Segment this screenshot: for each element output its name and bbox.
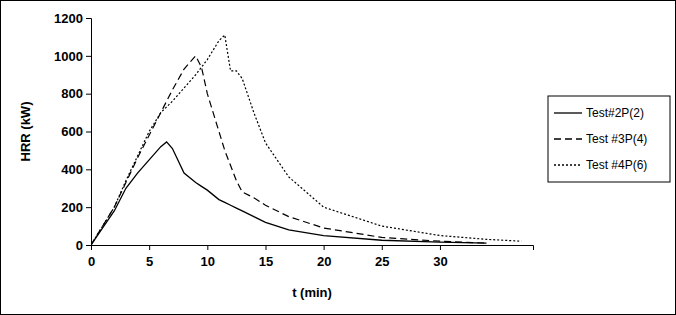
x-tick-mark — [207, 245, 208, 250]
y-tick: 200 — [61, 200, 91, 215]
y-tick: 400 — [61, 162, 91, 177]
x-tick: 5 — [146, 245, 153, 269]
y-tick-label: 0 — [76, 238, 83, 253]
y-axis-line — [86, 19, 92, 246]
legend-label: Test #3P(4) — [586, 132, 647, 146]
x-tick-mark — [265, 245, 266, 250]
y-tick-mark — [86, 132, 91, 133]
y-tick: 800 — [61, 86, 91, 101]
x-axis-title: t (min) — [292, 285, 332, 300]
y-tick-mark — [86, 169, 91, 170]
x-tick: 30 — [433, 245, 447, 269]
y-tick: 1200 — [54, 11, 91, 26]
legend-swatch — [554, 138, 582, 139]
x-tick: 25 — [375, 245, 389, 269]
x-tick-mark — [149, 245, 150, 250]
x-tick-label: 25 — [375, 254, 389, 269]
x-tick-mark — [382, 245, 383, 250]
chart: 0 5 10 15 20 25 30 0 200 400 600 800 1000 1200 t (min)… — [0, 0, 676, 315]
y-tick-label: 200 — [61, 200, 83, 215]
y-tick: 1000 — [54, 48, 91, 63]
series-line — [91, 56, 486, 245]
series-line — [91, 35, 521, 245]
plot-lines — [91, 35, 521, 245]
y-tick-mark — [86, 245, 91, 246]
legend-label: Test#2P(2) — [586, 106, 644, 120]
y-tick: 600 — [61, 124, 91, 139]
legend-box — [548, 96, 670, 182]
legend: Test#2P(2) Test #3P(4) Test #4P(6) — [548, 96, 670, 182]
y-tick-label: 1000 — [54, 48, 83, 63]
y-tick-label: 600 — [61, 124, 83, 139]
legend-swatch — [554, 112, 582, 113]
y-tick-mark — [86, 56, 91, 57]
y-axis-title: HRR (kW) — [18, 102, 33, 162]
x-axis: 0 5 10 15 20 25 30 — [88, 245, 534, 269]
series-line — [91, 142, 486, 245]
x-tick-label: 0 — [88, 254, 95, 269]
x-tick-label: 20 — [317, 254, 331, 269]
legend-swatch — [554, 164, 582, 165]
y-tick-label: 1200 — [54, 11, 83, 26]
x-tick-label: 15 — [259, 254, 273, 269]
x-axis-line — [92, 246, 534, 251]
y-tick-label: 800 — [61, 86, 83, 101]
x-tick-label: 5 — [146, 254, 153, 269]
x-tick-mark — [440, 245, 441, 250]
y-tick-label: 400 — [61, 162, 83, 177]
y-axis: 0 200 400 600 800 1000 1200 — [54, 11, 91, 253]
x-tick: 10 — [201, 245, 215, 269]
x-tick-mark — [324, 245, 325, 250]
chart-frame — [1, 1, 676, 315]
y-tick: 0 — [76, 238, 91, 253]
legend-label: Test #4P(6) — [586, 158, 647, 172]
x-tick-label: 10 — [201, 254, 215, 269]
x-tick: 0 — [88, 245, 95, 269]
y-tick-mark — [86, 18, 91, 19]
y-tick-mark — [86, 207, 91, 208]
x-tick: 20 — [317, 245, 331, 269]
y-tick-mark — [86, 94, 91, 95]
x-tick: 15 — [259, 245, 273, 269]
x-tick-label: 30 — [433, 254, 447, 269]
